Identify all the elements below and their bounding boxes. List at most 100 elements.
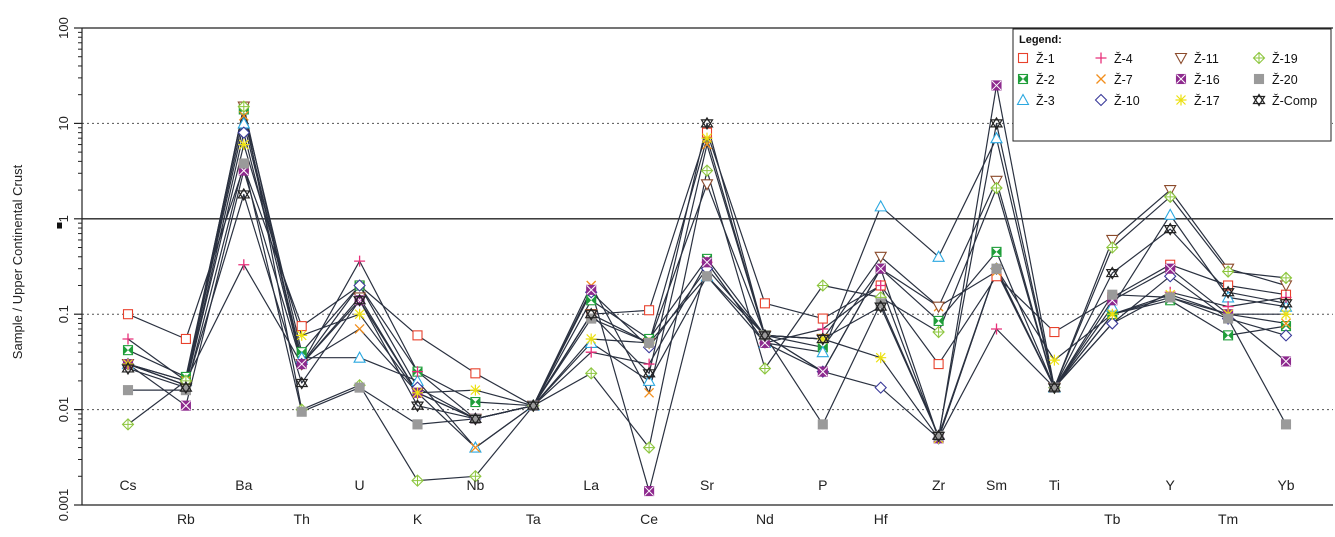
data-point-diamondx (642, 441, 656, 454)
data-point-triangle (353, 351, 367, 363)
legend-title: Legend: (1019, 34, 1062, 46)
marker-triangle-up (179, 380, 193, 392)
data-point-plus (1095, 52, 1107, 64)
data-point-square (180, 333, 191, 345)
data-point-triangle (816, 345, 830, 358)
legend-box (1012, 28, 1332, 142)
marker-star (701, 132, 713, 144)
y-axis-label: Sample / Upper Continental Crust (10, 164, 25, 359)
marker-cross (759, 362, 771, 374)
marker-triangle-up (1163, 222, 1177, 234)
data-point-filledsquare (644, 337, 655, 348)
data-point-hexstar (1047, 380, 1061, 395)
data-point-diamondx (1279, 271, 1293, 285)
legend-entry-label: Ž-Comp (1272, 93, 1317, 108)
data-point-hexstar (295, 376, 309, 390)
marker-triangle-down (1047, 383, 1061, 395)
data-point-bowtie (1017, 73, 1029, 85)
marker-cross (1253, 52, 1265, 64)
legend-entry-label: Ž-3 (1036, 93, 1055, 108)
data-point-x (1096, 74, 1106, 84)
marker-triangle-down (990, 175, 1003, 188)
marker-triangle-down (526, 401, 540, 413)
marker-triangle-down (816, 334, 830, 346)
data-point-bowtie (1223, 330, 1234, 341)
marker-triangle-down (700, 119, 714, 131)
data-point-bowtie (933, 315, 944, 326)
marker-triangle-up (295, 376, 309, 388)
category-label: U (355, 477, 365, 493)
marker-diamond (1094, 93, 1108, 107)
data-point-triangle-down (1174, 52, 1188, 65)
marker-x (470, 442, 481, 453)
data-point-diamondx (816, 279, 830, 292)
data-point-filledsquare (238, 158, 249, 169)
marker-plus (991, 323, 1002, 335)
data-point-square (470, 368, 481, 379)
data-point-triangle (932, 250, 946, 262)
y-tick-label: 0.1 (56, 305, 71, 323)
marker-star (238, 139, 250, 151)
data-point-filledsquare (1223, 313, 1234, 324)
marker-triangle-up (584, 307, 598, 319)
marker-square (1049, 326, 1060, 338)
marker-triangle-up (932, 429, 946, 441)
marker-star (1106, 308, 1118, 320)
data-point-boxx (1280, 356, 1292, 367)
marker-filled-square (1165, 292, 1176, 303)
data-point-star (296, 329, 308, 341)
data-point-triangle (1016, 93, 1030, 106)
marker-triangle-up (758, 328, 772, 340)
data-point-diamondx (990, 181, 1003, 195)
marker-triangle-down (1105, 234, 1119, 247)
marker-diamond (237, 126, 251, 139)
marker-star (875, 352, 887, 364)
marker-triangle-up (816, 332, 830, 344)
marker-triangle-up (1105, 266, 1119, 278)
data-point-bowtie (991, 246, 1002, 257)
data-point-square (1017, 52, 1029, 64)
data-point-square (1223, 280, 1234, 291)
data-point-hexstar (237, 187, 251, 202)
marker-triangle-up (468, 412, 482, 423)
marker-cross (1280, 272, 1292, 284)
data-point-square (817, 313, 828, 324)
marker-triangle-up (1279, 296, 1293, 308)
marker-triangle-down (932, 301, 946, 314)
marker-filled-square (1280, 419, 1292, 430)
legend-entry-label: Ž-19 (1272, 51, 1298, 66)
marker-triangle-down (1174, 52, 1188, 65)
marker-cross (991, 182, 1002, 194)
marker-x (238, 110, 249, 121)
marker-plus (875, 279, 887, 291)
y-tick-label: 1 (56, 215, 71, 222)
legend: Legend: Ž-1 Ž-2 Ž-3 Ž-4 Ž-7 Ž-10 Ž-11 Ž-16 Ž-17 Ž-… (1012, 28, 1332, 142)
data-point-hexstar (1221, 285, 1235, 299)
marker-x (354, 324, 365, 334)
marker-triangle (1163, 208, 1177, 220)
marker-triangle-down (237, 190, 251, 202)
marker-square (933, 359, 944, 370)
category-label: Ce (640, 511, 658, 527)
data-point-bowtie (122, 345, 134, 356)
legend-entry-label: Ž-2 (1036, 72, 1055, 87)
marker-triangle-up (1252, 93, 1266, 105)
data-point-boxx (180, 400, 191, 411)
marker-triangle (642, 374, 656, 386)
data-point-diamondx (1221, 265, 1235, 278)
marker-x (644, 387, 655, 398)
data-point-star (412, 387, 423, 399)
data-point-diamondx (584, 367, 598, 380)
marker-filled-square (701, 271, 713, 282)
marker-star (412, 387, 423, 399)
series-lines (127, 84, 1287, 492)
marker-triangle (353, 351, 367, 363)
category-label: Nb (466, 477, 484, 493)
data-point-diamondx (1163, 190, 1177, 204)
data-point-boxx (991, 80, 1002, 91)
marker-star (354, 308, 366, 320)
legend-entry-label: Ž-20 (1272, 72, 1298, 87)
marker-filled-square (1107, 289, 1118, 300)
data-point-hexstar (758, 328, 772, 343)
